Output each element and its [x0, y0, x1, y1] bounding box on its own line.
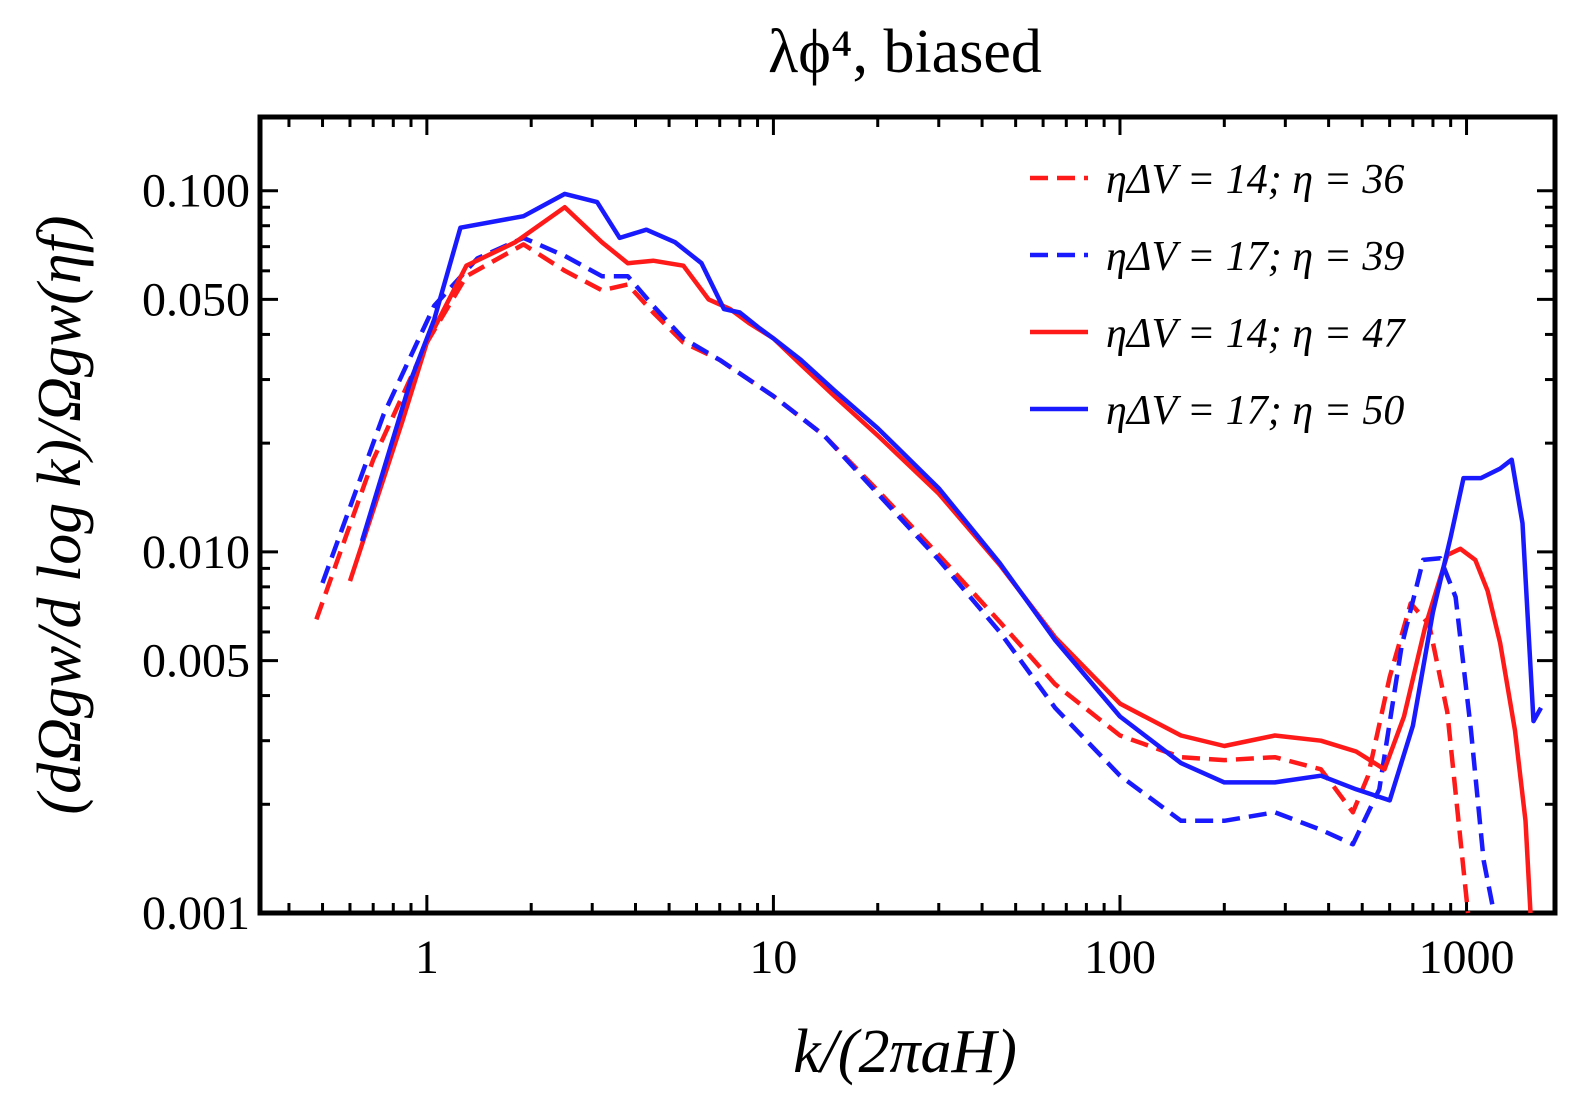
series-line-2: [320, 235, 1497, 914]
x-tick-label: 1: [415, 931, 439, 984]
y-tick-label: 0.050: [142, 273, 250, 326]
legend-label-2: ηΔV = 17; η = 39: [1106, 234, 1404, 280]
plot-frame: [257, 114, 1558, 916]
y-axis-ticks: [260, 189, 1555, 915]
y-tick-label: 0.010: [142, 526, 250, 579]
legend-label-1: ηΔV = 14; η = 36: [1106, 157, 1404, 203]
legend-label-3: ηΔV = 14; η = 47: [1106, 311, 1406, 357]
y-tick-label: 0.100: [142, 165, 250, 218]
x-tick-label: 100: [1084, 931, 1156, 984]
y-tick-label: 0.005: [142, 635, 250, 688]
x-axis-label: k/(2πaH): [793, 1018, 1017, 1086]
y-axis-tick-labels: 0.001 0.005 0.010 0.050 0.100: [142, 165, 250, 940]
y-tick-label: 0.001: [142, 887, 250, 940]
x-tick-label: 10: [749, 931, 797, 984]
x-axis-tick-labels: 1 10 100 1000: [415, 931, 1515, 984]
series-line-4: [359, 191, 1543, 803]
x-tick-label: 1000: [1419, 931, 1515, 984]
series-lines: [314, 191, 1543, 914]
y-axis-label: (dΩgw/d log k)/Ωgw(ηf): [26, 215, 94, 814]
legend-label-4: ηΔV = 17; η = 50: [1106, 388, 1404, 434]
chart-title: λϕ⁴, biased: [768, 18, 1042, 86]
x-axis-ticks: [287, 117, 1469, 913]
legend: ηΔV = 14; η = 36 ηΔV = 17; η = 39 ηΔV = 14…: [1030, 157, 1406, 434]
